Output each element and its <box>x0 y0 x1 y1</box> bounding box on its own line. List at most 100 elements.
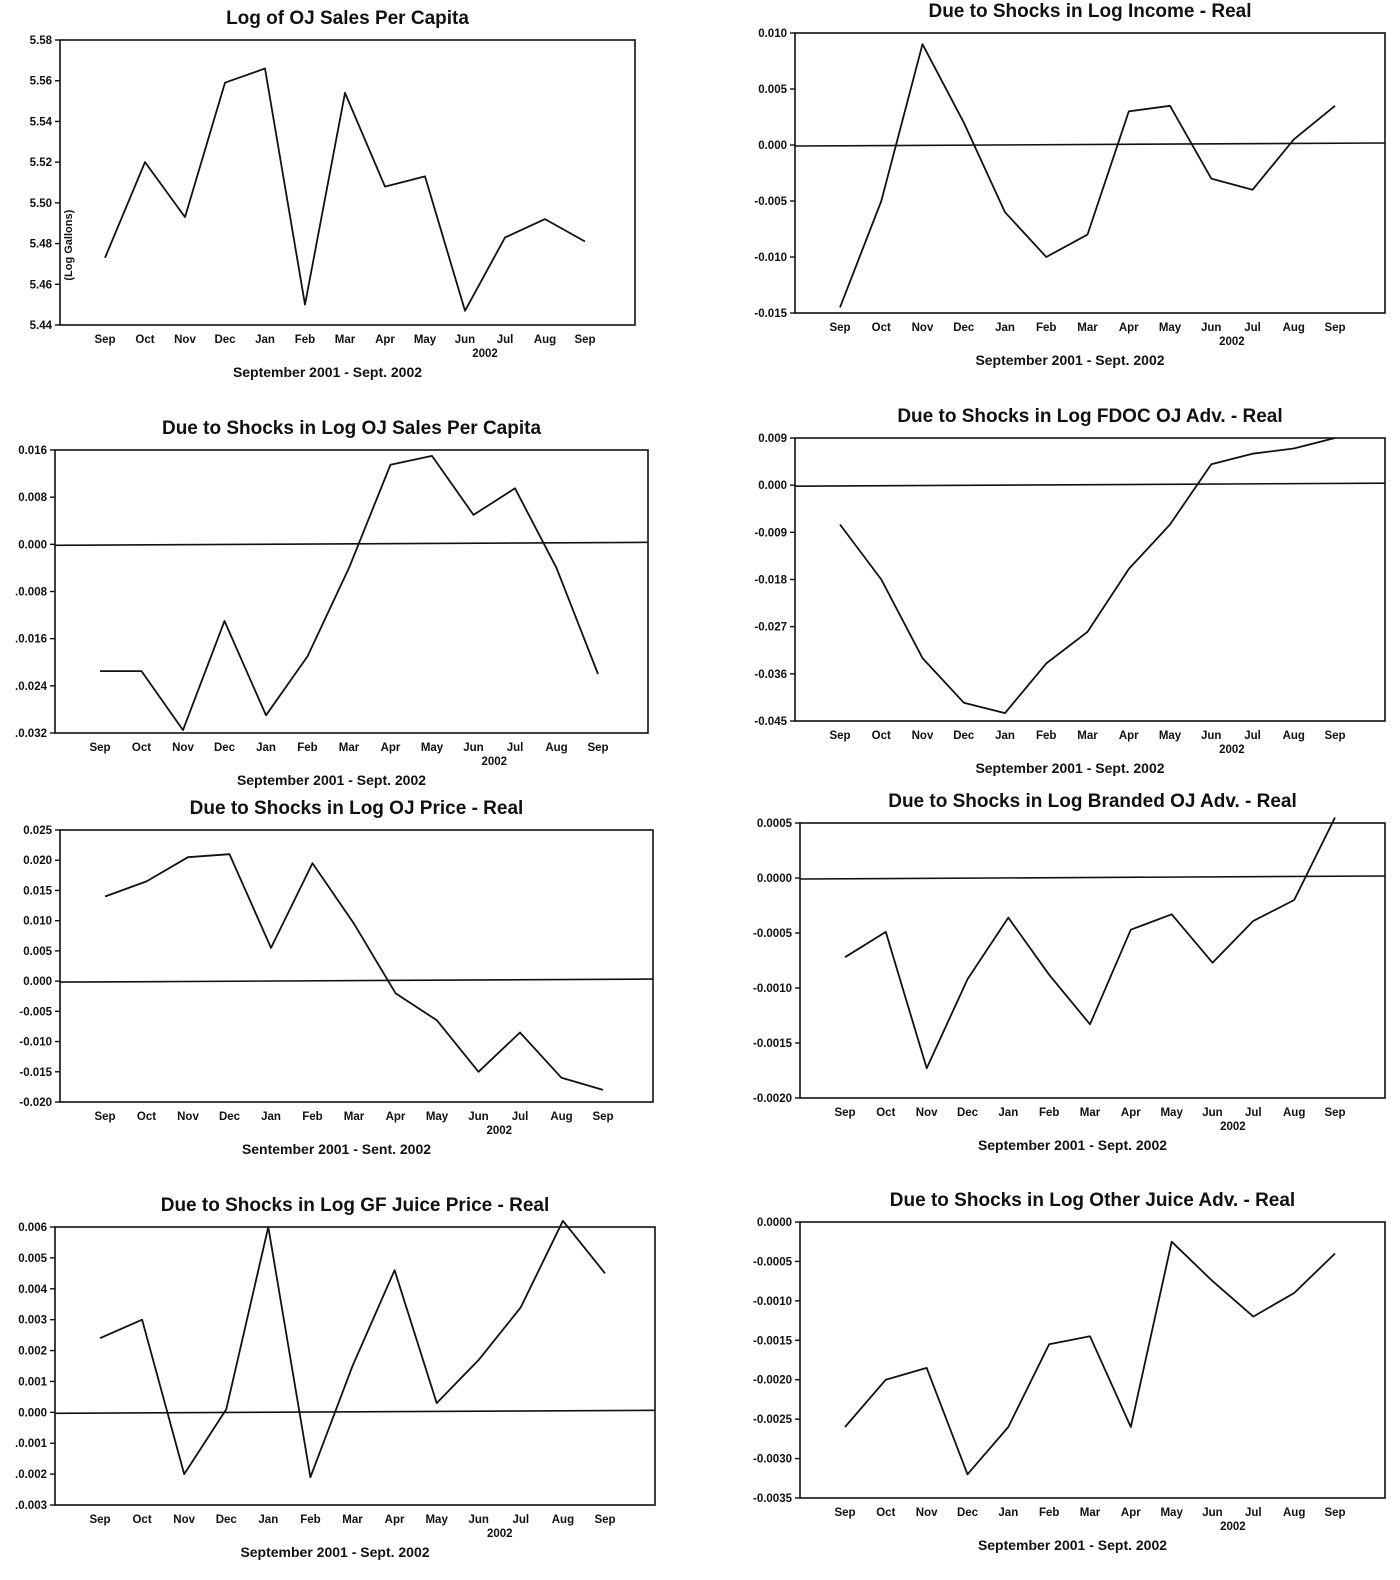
y-tick-label: -0.027 <box>754 622 787 634</box>
y-tick-label: 0.000 <box>758 140 787 152</box>
x-tick-label: Jul <box>1245 1107 1262 1119</box>
y-tick-label: 0.000 <box>758 480 787 492</box>
x-tick-label: May <box>1160 1507 1183 1519</box>
x-tick-label: Sep <box>1324 322 1345 334</box>
y-tick-label: -0.0035 <box>753 1493 793 1505</box>
y-tick-label: -0.015 <box>19 1067 52 1079</box>
year-marker: 2002 <box>1220 1521 1246 1533</box>
y-tick-label: 5.46 <box>30 279 52 291</box>
x-tick-label: Apr <box>1119 730 1139 742</box>
chart-title: Log of OJ Sales Per Capita <box>226 8 469 29</box>
y-tick-label: .0.008 <box>15 587 48 599</box>
y-tick-label: -0.045 <box>754 716 787 728</box>
x-tick-label: Jun <box>1201 730 1221 742</box>
x-tick-label: Feb <box>302 1111 322 1123</box>
x-tick-label: Jan <box>998 1507 1018 1519</box>
x-axis-label: September 2001 - Sept. 2002 <box>978 1537 1167 1553</box>
y-axis-label: (Log Gallons) <box>63 209 75 280</box>
x-tick-label: Jun <box>469 1514 489 1526</box>
y-tick-label: 0.020 <box>23 855 52 867</box>
y-tick-label: 0.0000 <box>757 873 792 885</box>
x-tick-label: Jul <box>1244 730 1261 742</box>
x-tick-label: Mar <box>1077 322 1098 334</box>
y-tick-label: 0.005 <box>23 946 52 958</box>
year-marker: 2002 <box>1220 1121 1246 1133</box>
x-tick-label: Mar <box>339 742 360 754</box>
x-tick-label: Sep <box>94 1111 115 1123</box>
line-chart: Due to Shocks in Log Income - Real 0.010 0… <box>754 1 1386 368</box>
y-tick-label: .0.024 <box>15 681 48 693</box>
y-tick-label: -0.0005 <box>753 1256 793 1268</box>
y-tick-label: -0.0030 <box>753 1454 792 1466</box>
y-tick-label: 0.006 <box>18 1222 47 1234</box>
x-tick-label: May <box>1160 1107 1183 1119</box>
x-tick-label: Nov <box>916 1507 938 1519</box>
x-tick-label: Apr <box>375 334 395 346</box>
y-tick-label: -0.015 <box>754 308 787 320</box>
series-line <box>99 1219 606 1479</box>
line-chart: Due to Shocks in Log OJ Price - Real 0.02… <box>19 798 654 1157</box>
x-tick-label: Aug <box>534 334 556 346</box>
x-tick-label: Jan <box>256 742 276 754</box>
chart-panel-2: Due to Shocks in Log Income - Real 0.010 0… <box>700 0 1400 380</box>
x-tick-label: Oct <box>132 1514 151 1526</box>
y-tick-label: 5.56 <box>30 76 52 88</box>
chart-title: Due to Shocks in Log GF Juice Price - Re… <box>161 1195 550 1216</box>
x-tick-label: Jul <box>513 1514 530 1526</box>
x-tick-label: Apr <box>386 1111 406 1123</box>
y-tick-label: 0.008 <box>18 492 47 504</box>
chart-title: Due to Shocks in Log OJ Price - Real <box>190 798 524 819</box>
x-tick-label: Oct <box>876 1107 895 1119</box>
y-tick-label: 0.000 <box>18 1407 47 1419</box>
x-axis-label: September 2001 - Sept. 2002 <box>237 772 426 788</box>
x-tick-label: Dec <box>953 730 975 742</box>
x-tick-label: Feb <box>295 334 315 346</box>
y-tick-label: 5.44 <box>30 320 53 332</box>
x-tick-label: Apr <box>1119 322 1139 334</box>
x-tick-label: May <box>425 1514 448 1526</box>
y-tick-label: -0.010 <box>19 1037 52 1049</box>
x-tick-label: May <box>426 1111 449 1123</box>
y-tick-label: .0.002 <box>15 1469 47 1481</box>
zero-reference-line <box>794 482 1386 487</box>
year-marker: 2002 <box>487 1528 513 1540</box>
plot-frame <box>54 449 649 734</box>
x-tick-label: Dec <box>214 742 236 754</box>
x-tick-label: Sep <box>834 1507 855 1519</box>
x-tick-label: Jan <box>995 730 1015 742</box>
series-line <box>844 817 1336 1070</box>
x-tick-label: Jun <box>455 334 475 346</box>
x-tick-label: Nov <box>177 1111 199 1123</box>
x-tick-label: May <box>1159 322 1182 334</box>
x-tick-label: Dec <box>953 322 975 334</box>
x-tick-label: Aug <box>1283 1507 1305 1519</box>
year-marker: 2002 <box>481 756 507 768</box>
series-line <box>100 455 599 732</box>
chart-panel-5: Due to Shocks in Log OJ Price - Real 0.02… <box>0 790 690 1165</box>
chart-panel-8: Due to Shocks in Log Other Juice Adv. - … <box>700 1185 1400 1575</box>
y-tick-label: 0.0000 <box>757 1217 792 1229</box>
x-tick-label: Dec <box>957 1507 979 1519</box>
zero-reference-line <box>54 541 649 547</box>
x-tick-label: Jul <box>512 1111 529 1123</box>
x-tick-label: Feb <box>1039 1107 1059 1119</box>
y-tick-label: -0.036 <box>754 669 787 681</box>
y-tick-label: .0.001 <box>15 1438 48 1450</box>
x-tick-label: Oct <box>135 334 154 346</box>
x-tick-label: Feb <box>1036 322 1056 334</box>
x-tick-label: Aug <box>1283 1107 1305 1119</box>
y-tick-label: -0.0005 <box>753 928 793 940</box>
x-tick-label: Nov <box>172 742 194 754</box>
x-tick-label: Jun <box>463 742 483 754</box>
x-tick-label: Dec <box>219 1111 241 1123</box>
x-tick-label: Jul <box>497 334 514 346</box>
x-tick-label: Jun <box>1201 322 1221 334</box>
x-tick-label: May <box>414 334 437 346</box>
y-tick-label: -0.0010 <box>753 983 792 995</box>
y-tick-label: 0.009 <box>758 433 787 445</box>
y-tick-label: -0.0015 <box>753 1335 793 1347</box>
x-tick-label: May <box>1159 730 1182 742</box>
y-tick-label: 0.005 <box>758 84 787 96</box>
x-tick-label: Nov <box>916 1107 938 1119</box>
chart-title: Due to Shocks in Log Other Juice Adv. - … <box>890 1190 1295 1211</box>
